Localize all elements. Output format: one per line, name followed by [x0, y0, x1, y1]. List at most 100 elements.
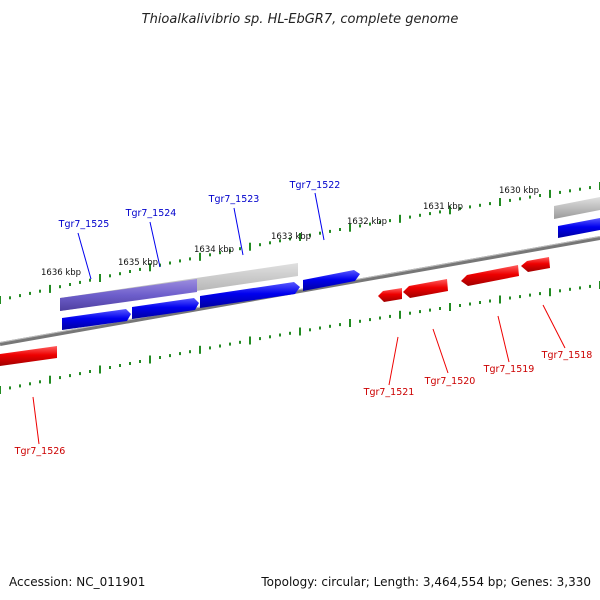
minor-tick [529, 293, 531, 297]
gene-label[interactable]: Tgr7_1526 [14, 446, 66, 457]
minor-tick [579, 187, 581, 191]
minor-tick [309, 328, 311, 332]
minor-tick [169, 261, 171, 265]
minor-tick [89, 278, 91, 282]
gene-arrow[interactable] [403, 279, 448, 298]
gene-label[interactable]: Tgr7_1523 [208, 194, 260, 205]
kbp-label: 1636 kbp [41, 268, 81, 278]
gene-label[interactable]: Tgr7_1518 [541, 350, 593, 361]
gene-arrow[interactable] [378, 288, 402, 302]
major-tick [49, 284, 51, 293]
gene-arrow[interactable] [200, 282, 300, 308]
minor-tick [329, 229, 331, 233]
selected-region-band-purple [60, 279, 197, 311]
minor-tick [9, 296, 11, 300]
major-tick [199, 252, 201, 261]
kbp-label: 1632 kbp [347, 217, 387, 227]
kbp-labels: 1636 kbp 1635 kbp 1634 kbp 1633 kbp 1632… [41, 186, 539, 278]
minor-tick [509, 296, 511, 300]
major-tick [149, 263, 151, 272]
major-tick [299, 233, 301, 241]
minor-tick [139, 267, 141, 271]
minor-tick [109, 366, 111, 369]
minor-tick [209, 253, 211, 257]
minor-tick [329, 324, 331, 328]
genome-backbone [0, 236, 600, 346]
minor-tick [389, 314, 391, 318]
major-tick [249, 336, 251, 345]
minor-tick [119, 364, 121, 367]
minor-tick [569, 189, 571, 193]
minor-tick [439, 210, 441, 214]
major-tick [99, 274, 101, 282]
kbp-label: 1635 kbp [118, 258, 158, 268]
minor-tick [129, 270, 131, 273]
minor-tick [519, 197, 521, 201]
minor-tick [359, 224, 361, 228]
gene-label[interactable]: Tgr7_1519 [483, 364, 535, 375]
map-title: Thioalkalivibrio sp. HL-EbGR7, complete … [142, 12, 459, 27]
gene-label[interactable]: Tgr7_1522 [289, 180, 341, 191]
gene-arrow[interactable] [461, 265, 519, 286]
kbp-ruler-outer [0, 182, 600, 304]
gene-arrow[interactable] [62, 309, 131, 330]
major-tick [549, 189, 551, 198]
minor-tick [419, 213, 421, 217]
gene-label[interactable]: Tgr7_1525 [58, 219, 110, 230]
minor-tick [419, 310, 421, 314]
kbp-ruler-inner [0, 281, 600, 394]
minor-tick [469, 302, 471, 306]
minor-tick [479, 301, 481, 304]
minor-tick [479, 203, 481, 207]
minor-tick [139, 360, 141, 363]
minor-tick [489, 299, 491, 303]
minor-tick [489, 202, 491, 206]
minor-tick [39, 289, 41, 293]
gene-label[interactable]: Tgr7_1521 [363, 387, 415, 398]
kbp-label: 1633 kbp [271, 232, 311, 242]
minor-tick [519, 295, 521, 299]
gene-arrow[interactable] [521, 257, 550, 272]
minor-tick [239, 247, 241, 251]
major-tick [249, 242, 251, 251]
major-tick [399, 310, 401, 319]
kbp-label: 1634 kbp [194, 245, 234, 255]
gene-arrow[interactable] [132, 298, 199, 319]
minor-tick [369, 318, 371, 322]
gene-arrow[interactable] [558, 218, 600, 238]
minor-tick [379, 220, 381, 224]
minor-tick [79, 280, 81, 284]
minor-tick [559, 190, 561, 194]
kbp-label: 1631 kbp [423, 202, 463, 212]
minor-tick [429, 212, 431, 216]
minor-tick [219, 344, 221, 348]
minor-tick [189, 257, 191, 261]
minor-tick [179, 352, 181, 356]
minor-tick [369, 222, 371, 226]
minor-tick [589, 186, 591, 190]
minor-tick [239, 340, 241, 344]
minor-tick [179, 259, 181, 263]
minor-tick [589, 284, 591, 288]
major-tick [199, 345, 201, 354]
minor-tick [309, 233, 311, 237]
gene-arrow[interactable] [303, 270, 360, 291]
minor-tick [579, 286, 581, 290]
gene-arrow[interactable] [0, 346, 57, 366]
forward-gene-leaders [77, 192, 325, 280]
minor-tick [359, 319, 361, 323]
minor-tick [9, 386, 11, 390]
major-tick [99, 365, 101, 374]
minor-tick [409, 311, 411, 315]
reverse-gene-leaders [32, 304, 566, 445]
minor-tick [279, 239, 281, 243]
gene-label[interactable]: Tgr7_1524 [125, 208, 177, 219]
major-tick [49, 375, 51, 384]
minor-tick [259, 243, 261, 247]
minor-tick [39, 380, 41, 384]
minor-tick [29, 291, 31, 295]
reverse-gene-labels: Tgr7_1526 Tgr7_1521 Tgr7_1520 Tgr7_1519 … [14, 350, 593, 457]
gene-label[interactable]: Tgr7_1520 [424, 376, 476, 387]
minor-tick [229, 342, 231, 346]
